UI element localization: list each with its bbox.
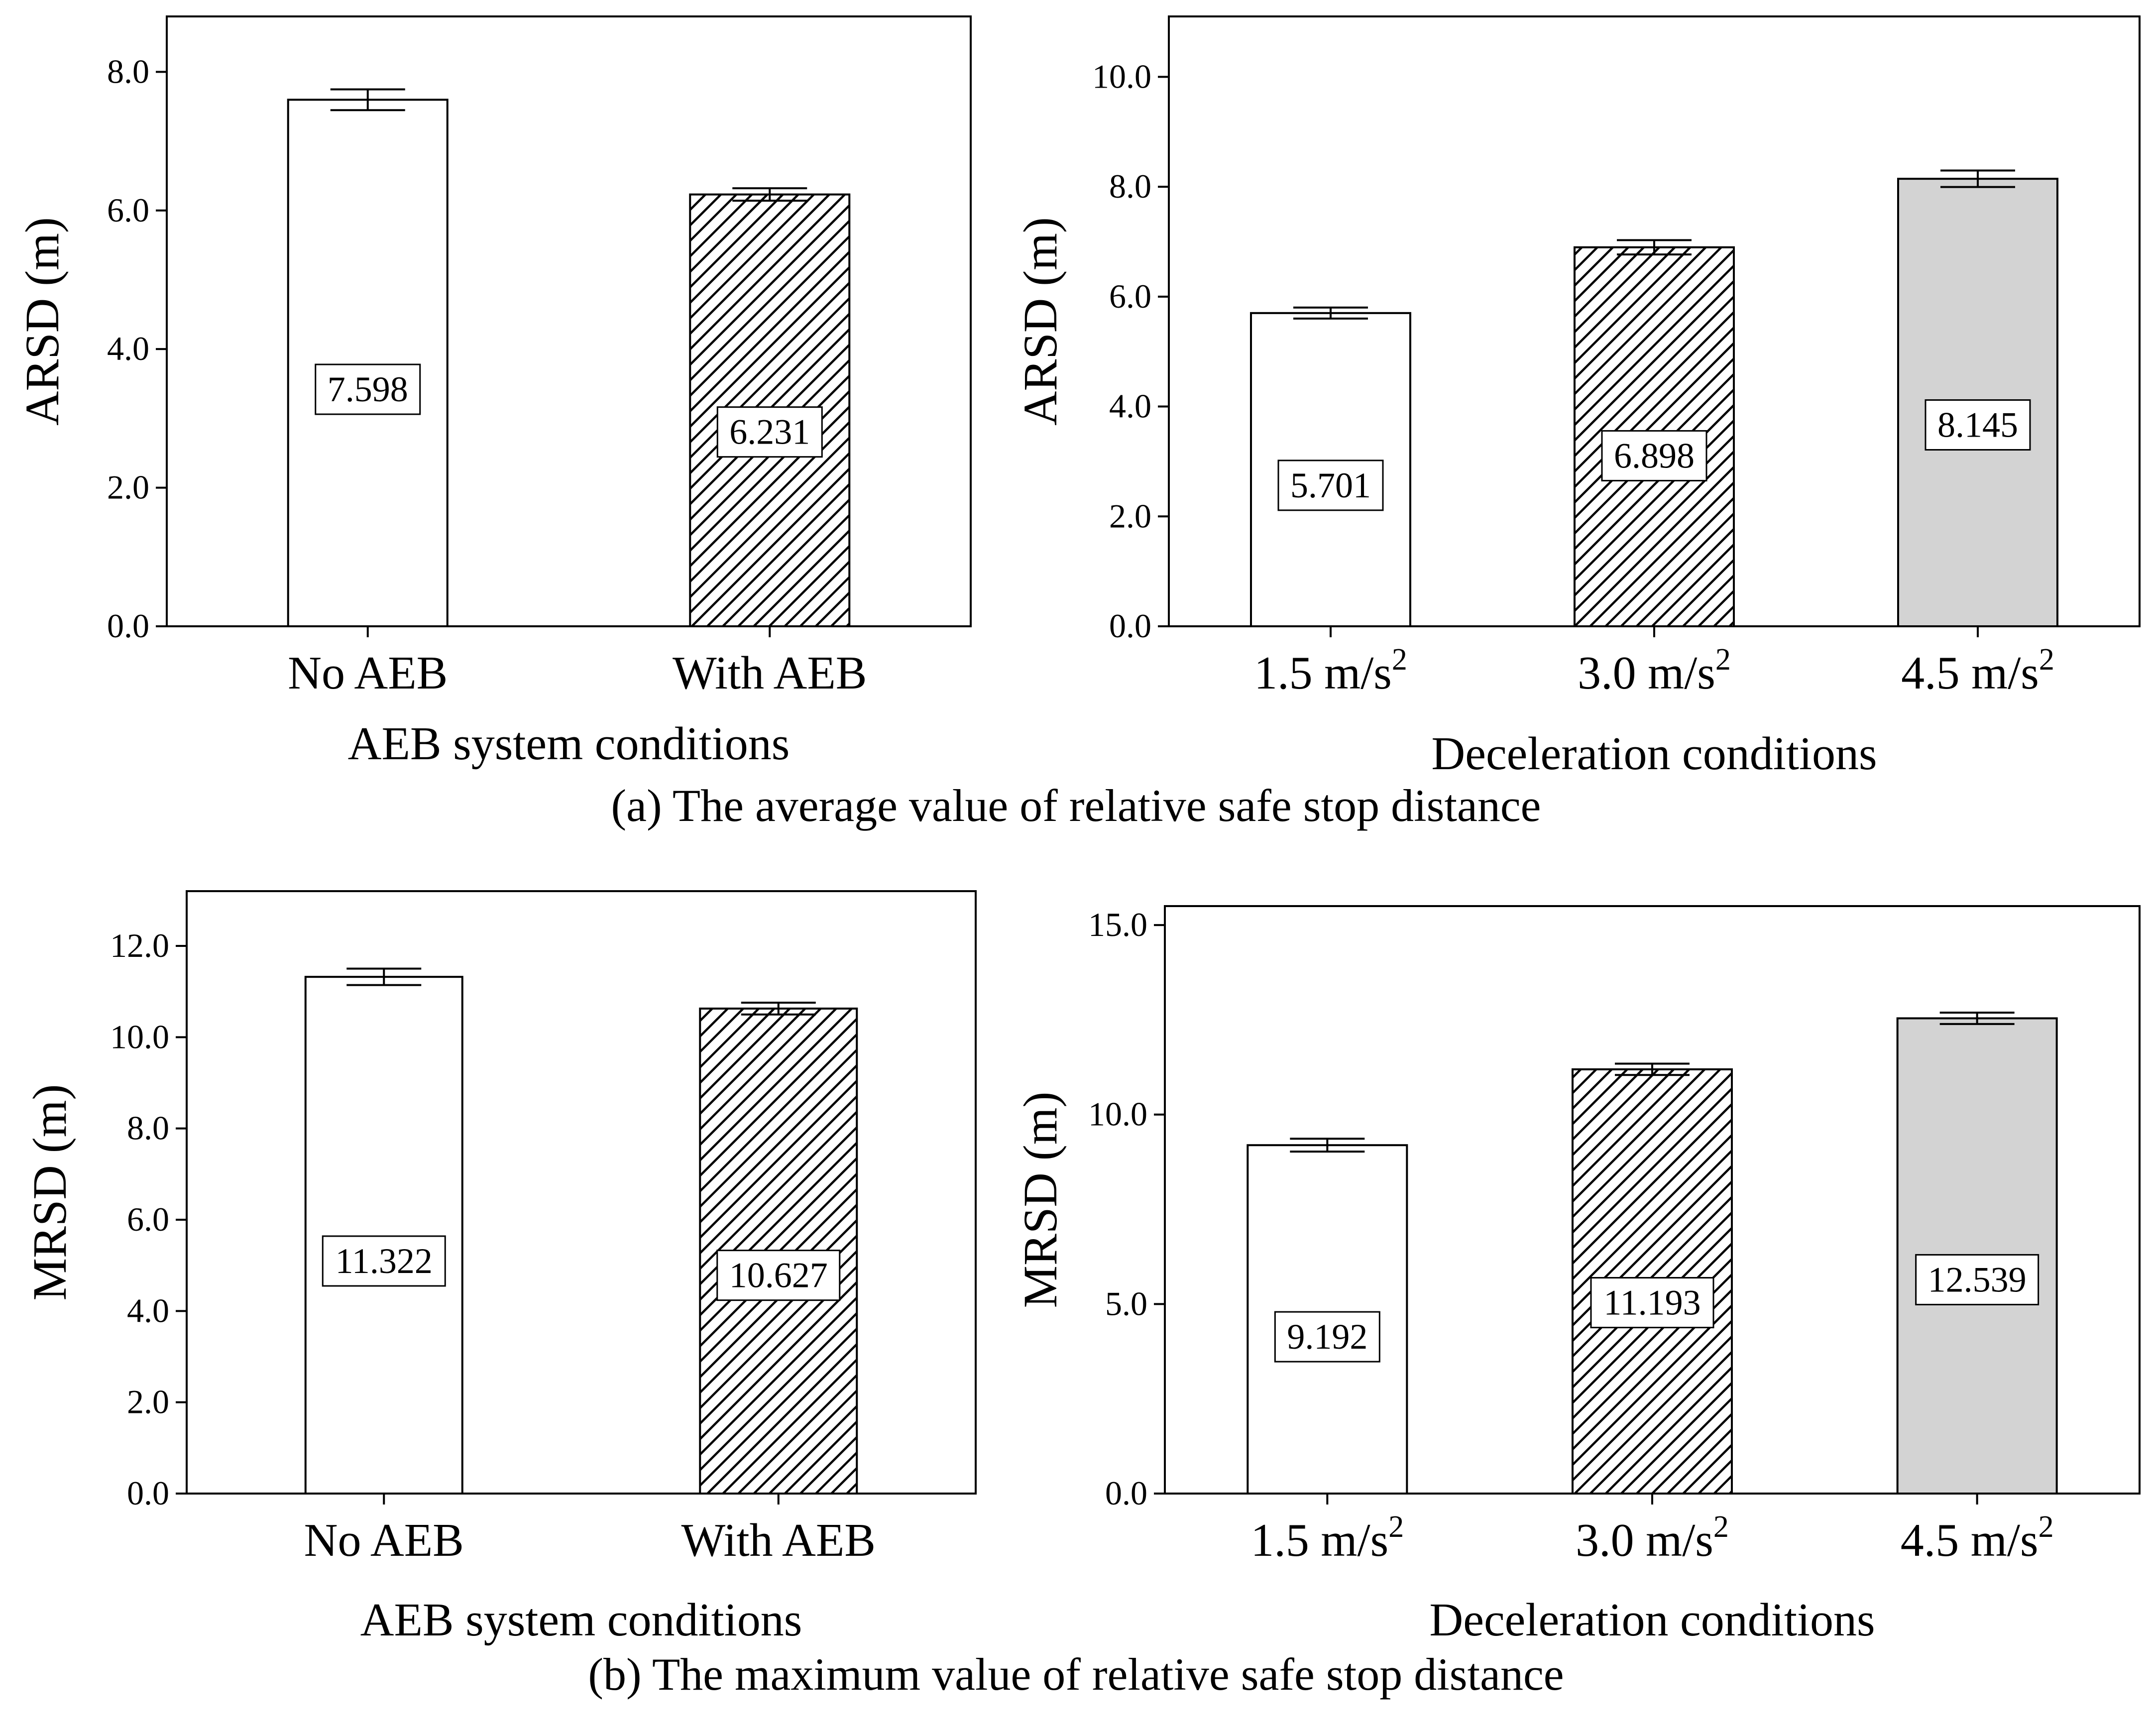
data-label-box [716,406,823,458]
data-label-box [1925,399,2031,451]
data-label-box [1601,430,1707,481]
y-tick-label: 2.0 [1109,497,1151,535]
y-tick-label: 5.0 [1105,1284,1147,1322]
data-label: 12.539 [1928,1260,2027,1299]
bar [304,976,463,1495]
x-axis-title: Deceleration conditions [1431,728,1877,780]
y-tick-label: 6.0 [127,1200,169,1238]
y-tick-label: 4.0 [127,1291,169,1329]
data-label: 5.701 [1290,465,1371,505]
y-tick-label: 6.0 [1109,277,1151,315]
x-tick-label: No AEB [288,647,448,699]
bar [287,99,449,628]
data-label: 6.231 [729,412,810,452]
x-tick-label: With AEB [673,647,867,699]
x-tick-label-superscript: 2 [1392,643,1407,677]
data-label-box [1915,1254,2039,1305]
y-tick-label: 10.0 [1088,1095,1147,1133]
y-tick-label: 10.0 [110,1018,169,1055]
y-tick-label: 2.0 [107,468,149,506]
data-label-box [1274,1311,1380,1363]
y-tick-label: 8.0 [107,52,149,90]
data-label: 6.898 [1614,436,1695,475]
y-axis-title: ARSD (m) [1014,217,1067,426]
y-tick-label: 15.0 [1088,906,1147,943]
y-axis-title: ARSD (m) [15,217,69,426]
y-tick-label: 0.0 [1109,607,1151,645]
data-label: 9.192 [1287,1317,1367,1357]
x-tick-label: With AEB [681,1514,876,1566]
plot-frame [186,890,977,1495]
data-label: 7.598 [328,369,408,409]
x-tick-label: 4.5 m/s2 [1901,1510,2054,1566]
y-tick-label: 4.0 [1109,387,1151,425]
y-tick-label: 10.0 [1092,57,1151,95]
chart-panel-b-right: 0.0 5.0 10.0 15.0 9.192 1.5 m/s2 11.193 3.0 m/s… [1014,905,2141,1646]
y-tick-label: 8.0 [1109,167,1151,205]
x-tick-label-superscript: 2 [1388,1510,1404,1544]
x-axis-title: AEB system conditions [360,1594,802,1646]
x-tick-label: 1.5 m/s2 [1250,1510,1404,1566]
data-label: 11.193 [1603,1283,1700,1323]
data-label-box [315,363,421,415]
bar [1574,246,1735,627]
figure-caption-a: (a) The average value of relative safe s… [611,780,1541,831]
x-tick-label: 4.5 m/s2 [1901,643,2054,699]
x-tick-label-superscript: 2 [1715,643,1731,677]
y-tick-label: 4.0 [107,330,149,367]
chart-panel-a-right: 0.0 2.0 4.0 6.0 8.0 10.0 5.701 1.5 m/s2 6.898 3.0… [1014,15,2141,780]
y-tick-label: 0.0 [107,607,149,645]
data-label-box [322,1235,446,1287]
chart-panel-a-left: 0.0 2.0 4.0 6.0 8.0 7.598 No AEB 6.231 With AEB A… [15,15,972,770]
x-tick-label-superscript: 2 [2039,643,2054,677]
data-label: 10.627 [729,1256,828,1295]
y-tick-label: 12.0 [110,926,169,964]
y-tick-label: 2.0 [127,1383,169,1421]
plot-frame [166,15,972,627]
y-axis-title: MRSD (m) [1014,1092,1067,1308]
x-axis-title: AEB system conditions [348,718,790,770]
x-tick-label: 3.0 m/s2 [1576,1510,1729,1566]
data-label-box [1277,460,1384,511]
data-label-box [716,1250,841,1301]
figure-caption-b: (b) The maximum value of relative safe s… [588,1649,1564,1700]
chart-panel-b-left: 0.0 2.0 4.0 6.0 8.0 10.0 12.0 11.322 No AEB 10.62… [23,890,977,1646]
data-label-box [1590,1277,1714,1329]
y-axis-title: MRSD (m) [23,1084,76,1301]
y-tick-label: 0.0 [127,1474,169,1512]
x-tick-label-superscript: 2 [2039,1510,2054,1544]
y-tick-label: 0.0 [1105,1474,1147,1512]
data-label: 8.145 [1937,405,2018,445]
x-tick-label: 1.5 m/s2 [1254,643,1407,699]
data-label: 11.322 [336,1241,433,1281]
x-tick-label: 3.0 m/s2 [1578,643,1731,699]
y-tick-label: 6.0 [107,191,149,229]
x-axis-title: Deceleration conditions [1429,1594,1875,1646]
x-tick-label-superscript: 2 [1713,1510,1729,1544]
y-tick-label: 8.0 [127,1109,169,1147]
x-tick-label: No AEB [304,1514,464,1566]
